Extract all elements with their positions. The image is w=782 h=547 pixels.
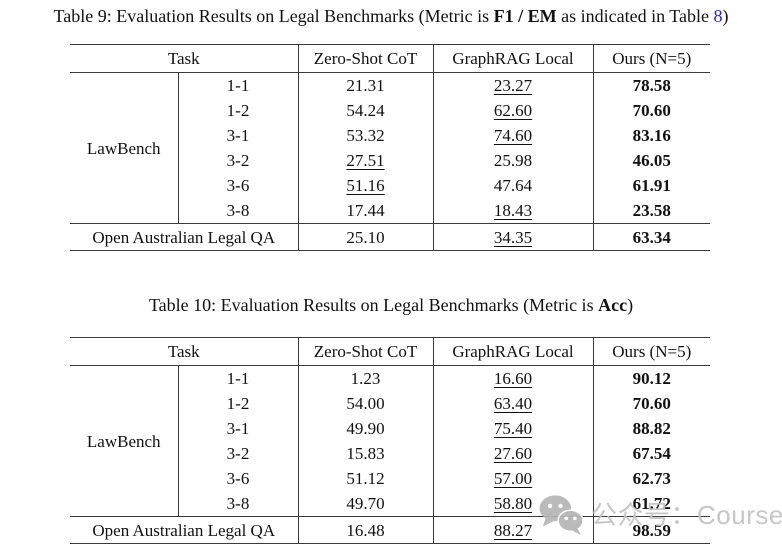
table10-grid: Task Zero-Shot CoT GraphRAG Local Ours (… [70, 337, 710, 544]
task-id-cell: 3-2 [178, 441, 299, 466]
table-footer-row: Open Australian Legal QA 25.10 34.35 63.… [70, 223, 710, 251]
caption-text: Table 9: Evaluation Results on Legal Ben… [53, 6, 494, 26]
table-row: LawBench 1-1 21.31 23.27 78.58 [70, 72, 710, 224]
header-cell-task: Task [70, 337, 299, 366]
table-row: 1-2 54.24 62.60 70.60 [70, 98, 710, 123]
ours-value: 61.91 [632, 176, 671, 195]
table-row: 3-2 15.83 27.60 67.54 [70, 441, 710, 466]
zeroshot-value: 54.00 [298, 391, 434, 416]
graphrag-value: 27.60 [433, 441, 594, 466]
ours-value: 83.16 [632, 126, 671, 145]
zeroshot-value: 53.32 [298, 123, 434, 148]
graphrag-value: 25.98 [433, 148, 594, 173]
table-header-row: Task Zero-Shot CoT GraphRAG Local Ours (… [70, 337, 710, 366]
zeroshot-value: 51.12 [298, 466, 434, 491]
task-id-cell: 3-6 [178, 173, 299, 198]
zeroshot-value: 49.70 [298, 491, 434, 517]
graphrag-value: 16.60 [433, 365, 594, 391]
header-cell-zeroshot: Zero-Shot CoT [298, 44, 434, 73]
ours-value: 63.34 [593, 223, 710, 251]
task-id-cell: 1-2 [178, 98, 299, 123]
table-footer-row: Open Australian Legal QA 16.48 88.27 98.… [70, 516, 710, 544]
caption-metric-bold: Acc [598, 295, 628, 315]
zeroshot-value: 15.83 [298, 441, 434, 466]
table9-caption: Table 9: Evaluation Results on Legal Ben… [0, 4, 782, 28]
task-id-cell: 3-1 [178, 123, 299, 148]
group-label-lawbench: LawBench [70, 365, 179, 517]
zeroshot-value: 49.90 [298, 416, 434, 441]
zeroshot-value: 16.48 [298, 516, 434, 544]
graphrag-value: 34.35 [433, 223, 594, 251]
task-id-cell: 1-1 [178, 72, 299, 98]
zeroshot-value: 51.16 [298, 173, 434, 198]
zeroshot-value: 25.10 [298, 223, 434, 251]
ours-value: 90.12 [632, 369, 671, 388]
graphrag-value: 23.27 [433, 72, 594, 98]
table9-grid: Task Zero-Shot CoT GraphRAG Local Ours (… [70, 44, 710, 251]
zeroshot-value: 54.24 [298, 98, 434, 123]
ours-value: 78.58 [632, 76, 671, 95]
header-cell-graphrag: GraphRAG Local [433, 44, 594, 73]
table10: Task Zero-Shot CoT GraphRAG Local Ours (… [70, 337, 710, 544]
graphrag-value: 63.40 [433, 391, 594, 416]
header-cell-ours: Ours (N=5) [593, 44, 710, 73]
task-id-cell: 3-8 [178, 198, 299, 224]
graphrag-value: 57.00 [433, 466, 594, 491]
table-row: LawBench 1-1 1.23 16.60 90.12 [70, 365, 710, 517]
zeroshot-value: 21.31 [298, 72, 434, 98]
ours-value: 62.73 [632, 469, 671, 488]
table-row: 3-1 53.32 74.60 83.16 [70, 123, 710, 148]
caption-text: Table 10: Evaluation Results on Legal Be… [148, 295, 599, 315]
task-id-cell: 3-1 [178, 416, 299, 441]
zeroshot-value: 1.23 [298, 365, 434, 391]
zeroshot-value: 27.51 [298, 148, 434, 173]
table-row: 3-8 17.44 18.43 23.58 [70, 198, 710, 224]
caption-text: as indicated in Table [556, 6, 714, 26]
table-row: 1-2 54.00 63.40 70.60 [70, 391, 710, 416]
graphrag-value: 88.27 [433, 516, 594, 544]
ours-value: 23.58 [632, 201, 671, 220]
footer-task-cell: Open Australian Legal QA [70, 516, 299, 544]
ours-value: 98.59 [593, 516, 710, 544]
header-cell-zeroshot: Zero-Shot CoT [298, 337, 434, 366]
task-id-cell: 3-6 [178, 466, 299, 491]
table-row: 3-6 51.12 57.00 62.73 [70, 466, 710, 491]
header-cell-task: Task [70, 44, 299, 73]
ours-value: 70.60 [632, 101, 671, 120]
ours-value: 88.82 [632, 419, 671, 438]
ours-value: 46.05 [632, 151, 671, 170]
task-id-cell: 1-2 [178, 391, 299, 416]
ours-value: 70.60 [632, 394, 671, 413]
ours-value: 61.72 [632, 494, 671, 513]
table10-caption: Table 10: Evaluation Results on Legal Be… [0, 293, 782, 317]
table9: Task Zero-Shot CoT GraphRAG Local Ours (… [70, 44, 710, 251]
table-header-row: Task Zero-Shot CoT GraphRAG Local Ours (… [70, 44, 710, 73]
table-row: 3-2 27.51 25.98 46.05 [70, 148, 710, 173]
caption-text: ) [627, 295, 634, 315]
task-id-cell: 3-2 [178, 148, 299, 173]
footer-task-cell: Open Australian Legal QA [70, 223, 299, 251]
table8-ref-link[interactable]: 8 [713, 6, 723, 26]
table-row: 3-6 51.16 47.64 61.91 [70, 173, 710, 198]
graphrag-value: 47.64 [433, 173, 594, 198]
graphrag-value: 18.43 [433, 198, 594, 224]
task-id-cell: 3-8 [178, 491, 299, 517]
graphrag-value: 74.60 [433, 123, 594, 148]
ours-value: 67.54 [632, 444, 671, 463]
header-cell-graphrag: GraphRAG Local [433, 337, 594, 366]
graphrag-value: 75.40 [433, 416, 594, 441]
caption-text: ) [722, 6, 729, 26]
group-label-lawbench: LawBench [70, 72, 179, 224]
task-id-cell: 1-1 [178, 365, 299, 391]
caption-metric-bold: F1 / EM [493, 6, 557, 26]
table-row: 3-1 49.90 75.40 88.82 [70, 416, 710, 441]
header-cell-ours: Ours (N=5) [593, 337, 710, 366]
zeroshot-value: 17.44 [298, 198, 434, 224]
graphrag-value: 62.60 [433, 98, 594, 123]
graphrag-value: 58.80 [433, 491, 594, 517]
